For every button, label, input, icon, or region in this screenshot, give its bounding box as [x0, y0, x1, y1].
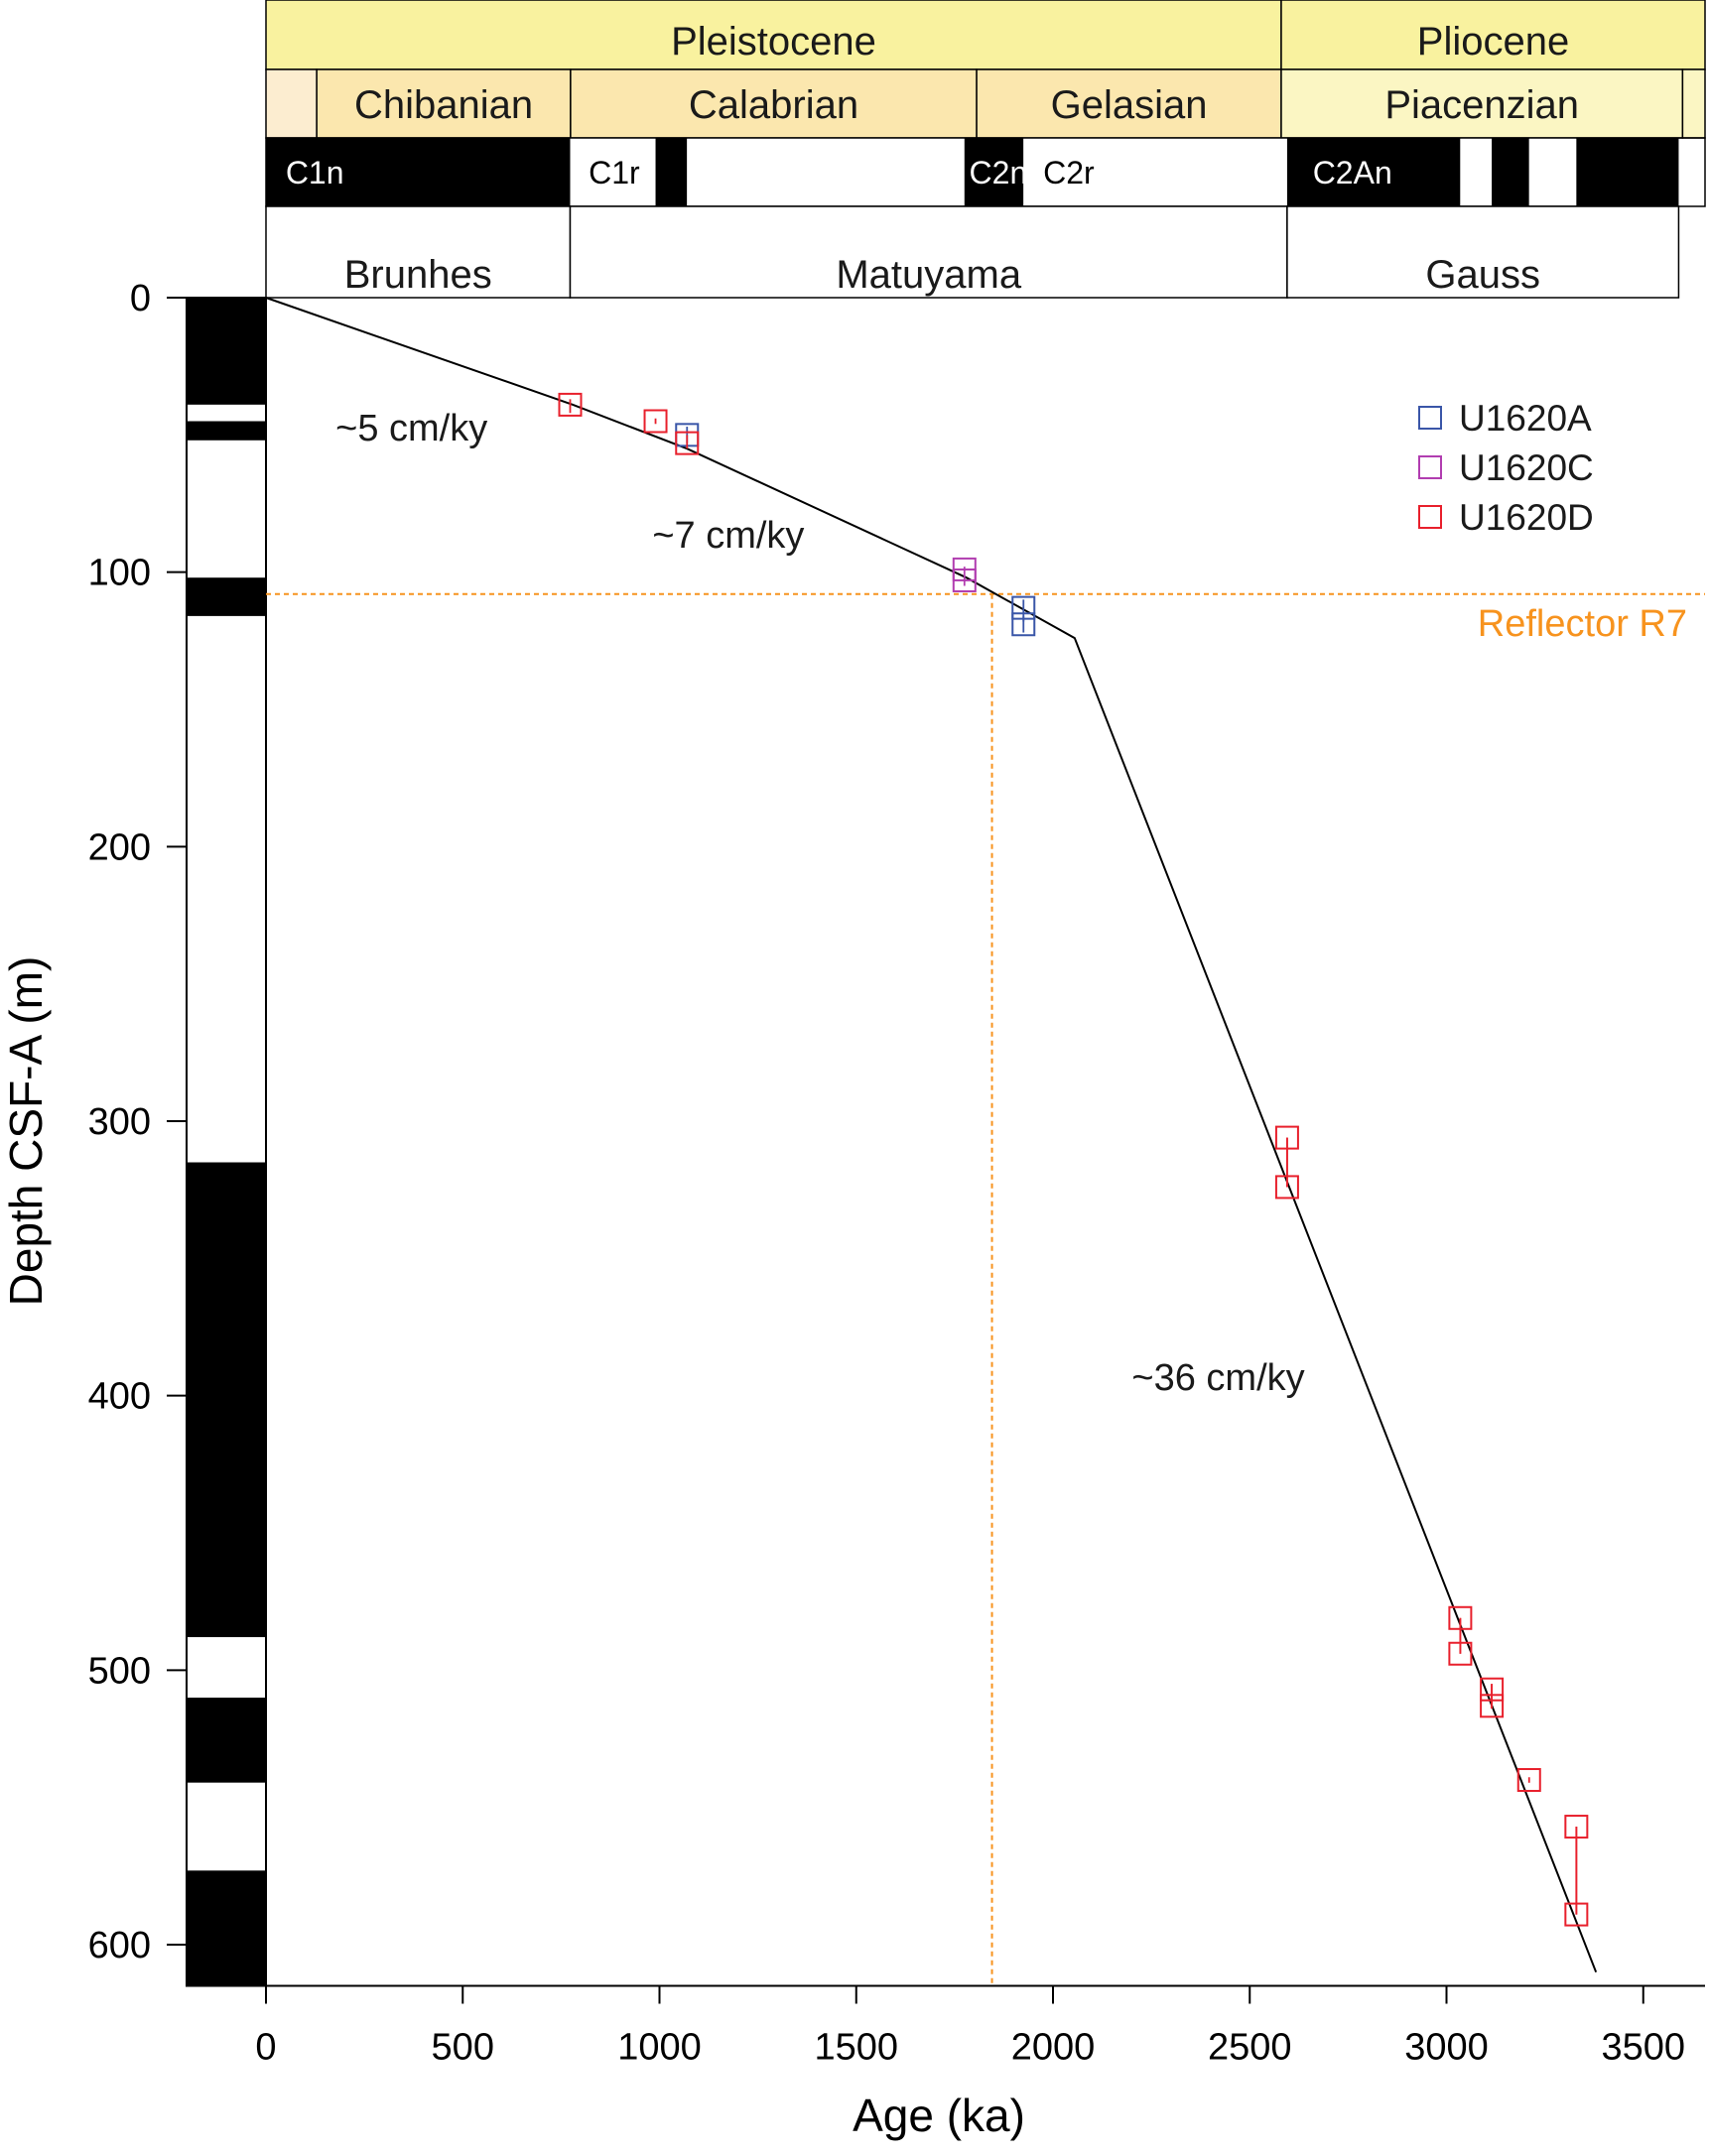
- data-point: [952, 568, 977, 592]
- core-normal-interval: [187, 1870, 266, 1986]
- legend-marker: [1418, 455, 1442, 479]
- normal-polarity-block: [655, 138, 688, 206]
- legend-label: U1620C: [1459, 447, 1594, 488]
- x-tick-label: 1000: [617, 2027, 702, 2069]
- data-point: [1448, 1641, 1473, 1666]
- stage-cell: [570, 68, 978, 139]
- chron-cell: [1286, 205, 1680, 299]
- stage-label: Calabrian: [689, 83, 858, 127]
- y-tick-label: 200: [88, 826, 151, 868]
- axes: Age (ka) Depth CSF-A (m) 0 100 200 300 400 50…: [0, 278, 1705, 2141]
- reversed-polarity-block: [570, 138, 656, 206]
- stage-label: Gelasian: [1051, 83, 1208, 127]
- reversed-polarity-block: [1528, 138, 1577, 206]
- legend-label: U1620A: [1459, 398, 1592, 439]
- legend-marker: [1418, 505, 1442, 529]
- chron-label: Gauss: [1425, 253, 1540, 297]
- sedimentation-rate-label: ~5 cm/ky: [335, 408, 487, 449]
- core-reversed-interval: [187, 1782, 266, 1871]
- data-point: [1011, 612, 1036, 637]
- core-reversed-interval: [187, 1637, 266, 1699]
- y-tick-label: 500: [88, 1650, 151, 1692]
- y-axis-label: Depth CSF-A (m): [0, 956, 52, 1307]
- chron-code-label: C2n: [970, 155, 1028, 190]
- data-point: [1564, 1902, 1589, 1927]
- chron-code-label: C1n: [286, 155, 344, 190]
- data-point: [558, 392, 583, 417]
- y-tick-label: 0: [130, 278, 151, 319]
- x-axis-label: Age (ka): [853, 2090, 1025, 2141]
- stage-label: Piacenzian: [1384, 83, 1579, 127]
- plot-area: Reflector R7 ~5 cm/ky ~7 cm/ky ~36 cm/ky: [265, 297, 1705, 1986]
- chron-code-label: C1r: [589, 155, 640, 190]
- stage-label: Chibanian: [354, 83, 533, 127]
- y-tick-label: 600: [88, 1925, 151, 1966]
- y-tick-label: 400: [88, 1376, 151, 1418]
- epoch-cell: [265, 0, 1282, 70]
- sedimentation-rate-label: ~36 cm/ky: [1131, 1357, 1304, 1399]
- data-point: [1516, 1768, 1541, 1793]
- epoch-cell: [1280, 0, 1706, 70]
- x-tick-label: 1500: [814, 2027, 898, 2069]
- core-normal-interval: [187, 1698, 266, 1783]
- core-normal-interval: [187, 577, 266, 616]
- chron-cell: [265, 205, 572, 299]
- epoch-label: Pleistocene: [671, 20, 876, 63]
- x-tick-label: 0: [255, 2027, 276, 2069]
- stage-cell: [316, 68, 572, 139]
- legend: U1620A U1620C U1620D: [1418, 398, 1594, 538]
- x-tick-label: 2500: [1208, 2027, 1292, 2069]
- reversed-polarity-block: [1023, 138, 1287, 206]
- core-reversed-interval: [187, 440, 266, 578]
- core-reversed-interval: [187, 615, 266, 1163]
- core-reversed-interval: [187, 404, 266, 422]
- legend-marker: [1418, 406, 1442, 430]
- epoch-label: Pliocene: [1417, 20, 1569, 63]
- legend-label: U1620D: [1459, 497, 1594, 538]
- normal-polarity-block: [1576, 138, 1679, 206]
- x-tick-label: 3000: [1404, 2027, 1489, 2069]
- reversed-polarity-block: [1460, 138, 1493, 206]
- x-tick-label: 3500: [1601, 2027, 1685, 2069]
- data-point: [643, 409, 668, 434]
- reversed-polarity-block: [687, 138, 965, 206]
- age-model-line: [265, 297, 1598, 1973]
- data-point: [1274, 1175, 1299, 1200]
- chron-cell: [569, 205, 1288, 299]
- normal-polarity-block: [964, 138, 1024, 206]
- chron-code-label: C2An: [1313, 155, 1392, 190]
- stage-cell: [265, 68, 318, 139]
- data-point: [675, 431, 700, 455]
- stage-cell: [1681, 68, 1706, 139]
- normal-polarity-block: [1286, 138, 1461, 206]
- y-tick-label: 300: [88, 1101, 151, 1143]
- chron-code-label: C2r: [1043, 155, 1095, 190]
- reflector-label: Reflector R7: [1478, 603, 1687, 645]
- data-point: [1480, 1694, 1505, 1718]
- core-normal-interval: [187, 1162, 266, 1638]
- core-polarity-column: [186, 297, 267, 1987]
- x-tick-label: 500: [432, 2027, 494, 2069]
- geologic-timescale: Pleistocene Pliocene Chibanian Calabrian Gel…: [265, 0, 1706, 299]
- core-normal-interval: [187, 421, 266, 441]
- chron-label: Brunhes: [344, 253, 492, 297]
- chron-label: Matuyama: [836, 253, 1021, 297]
- y-tick-label: 100: [88, 553, 151, 594]
- normal-polarity-block: [266, 138, 571, 206]
- core-normal-interval: [187, 298, 266, 405]
- x-tick-label: 2000: [1011, 2027, 1096, 2069]
- sedimentation-rate-label: ~7 cm/ky: [652, 515, 804, 557]
- normal-polarity-block: [1492, 138, 1529, 206]
